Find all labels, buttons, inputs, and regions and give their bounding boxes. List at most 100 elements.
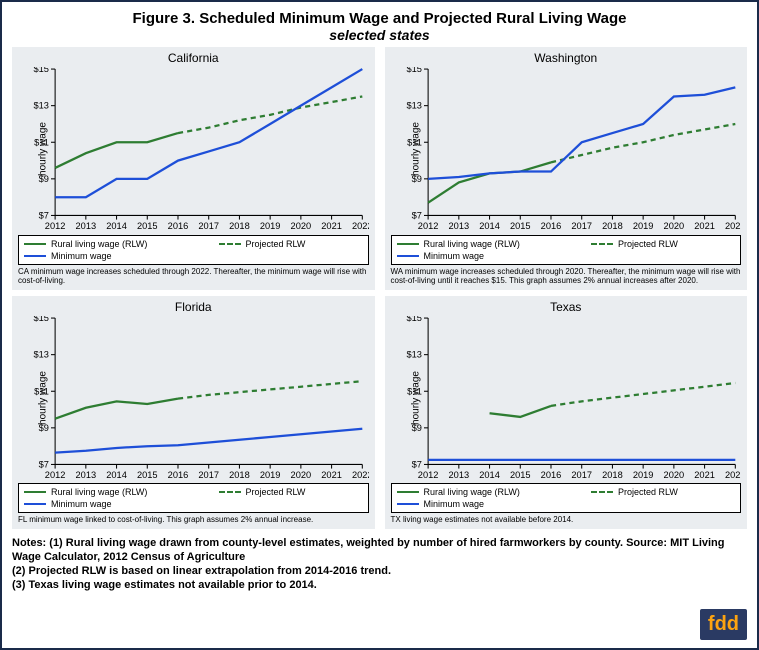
note-line: Notes: (1) Rural living wage drawn from … <box>12 537 747 565</box>
chart-wrap: hourly wage$7$9$11$13$152012201320142015… <box>391 316 742 481</box>
chart-grid: California hourly wage$7$9$11$13$15201220… <box>12 47 747 529</box>
svg-text:2015: 2015 <box>509 221 530 231</box>
chart-svg: $7$9$11$13$15201220132014201520162017201… <box>391 316 742 481</box>
legend-label: Minimum wage <box>51 251 112 261</box>
panel-title: Florida <box>18 300 369 314</box>
svg-text:2018: 2018 <box>602 221 623 231</box>
y-axis-label: hourly wage <box>410 123 421 177</box>
y-axis-label: hourly wage <box>410 371 421 425</box>
legend-label: Projected RLW <box>246 239 306 249</box>
svg-text:$15: $15 <box>406 316 421 323</box>
svg-text:2022: 2022 <box>352 469 369 479</box>
svg-text:2022: 2022 <box>724 221 741 231</box>
svg-text:$13: $13 <box>33 101 48 111</box>
chart-wrap: hourly wage$7$9$11$13$152012201320142015… <box>18 67 369 232</box>
panel-florida: Floridahourly wage$7$9$11$13$15201220132… <box>12 296 375 530</box>
svg-text:2020: 2020 <box>291 469 312 479</box>
svg-text:$15: $15 <box>406 67 421 74</box>
legend-proj: Projected RLW <box>219 239 363 249</box>
legend-swatch <box>397 491 419 493</box>
svg-text:2018: 2018 <box>602 469 623 479</box>
svg-text:$7: $7 <box>39 211 49 221</box>
svg-text:2012: 2012 <box>417 221 438 231</box>
svg-text:$13: $13 <box>33 349 48 359</box>
svg-text:2014: 2014 <box>106 221 127 231</box>
legend-proj: Projected RLW <box>591 487 735 497</box>
svg-text:2014: 2014 <box>479 221 500 231</box>
svg-text:2015: 2015 <box>509 469 530 479</box>
legend-label: Rural living wage (RLW) <box>51 487 147 497</box>
svg-text:2019: 2019 <box>632 469 653 479</box>
svg-text:2016: 2016 <box>540 469 561 479</box>
svg-text:2018: 2018 <box>229 469 250 479</box>
svg-text:2017: 2017 <box>198 469 219 479</box>
legend-swatch <box>397 243 419 245</box>
legend-swatch <box>24 243 46 245</box>
legend-swatch <box>397 503 419 505</box>
svg-text:$7: $7 <box>39 459 49 469</box>
svg-text:2016: 2016 <box>540 221 561 231</box>
legend-label: Projected RLW <box>246 487 306 497</box>
svg-text:2020: 2020 <box>663 221 684 231</box>
svg-text:2012: 2012 <box>417 469 438 479</box>
svg-text:2018: 2018 <box>229 221 250 231</box>
panel-texas: Texashourly wage$7$9$11$13$1520122013201… <box>385 296 748 530</box>
svg-text:2016: 2016 <box>168 469 189 479</box>
panel-title: California <box>18 51 369 65</box>
svg-text:2013: 2013 <box>76 221 97 231</box>
svg-text:2015: 2015 <box>137 221 158 231</box>
svg-text:2021: 2021 <box>694 221 715 231</box>
legend-rlw: Rural living wage (RLW) <box>24 487 205 497</box>
svg-text:2014: 2014 <box>479 469 500 479</box>
panel-caption: WA minimum wage increases scheduled thro… <box>391 268 742 286</box>
series-projected-rlw <box>550 124 734 162</box>
svg-text:2021: 2021 <box>321 221 342 231</box>
legend-minwage: Minimum wage <box>397 499 578 509</box>
legend: Rural living wage (RLW) Projected RLW Mini… <box>18 235 369 265</box>
legend-label: Minimum wage <box>424 251 485 261</box>
svg-text:2014: 2014 <box>106 469 127 479</box>
chart-wrap: hourly wage$7$9$11$13$152012201320142015… <box>18 316 369 481</box>
svg-text:$13: $13 <box>406 101 421 111</box>
legend-proj: Projected RLW <box>591 239 735 249</box>
note-line: (2) Projected RLW is based on linear ext… <box>12 565 747 579</box>
chart-wrap: hourly wage$7$9$11$13$152012201320142015… <box>391 67 742 232</box>
svg-text:2012: 2012 <box>45 221 66 231</box>
svg-text:2019: 2019 <box>260 469 281 479</box>
svg-text:2017: 2017 <box>198 221 219 231</box>
svg-text:$15: $15 <box>33 316 48 323</box>
svg-text:2019: 2019 <box>632 221 653 231</box>
svg-text:2020: 2020 <box>291 221 312 231</box>
chart-svg: $7$9$11$13$15201220132014201520162017201… <box>18 67 369 232</box>
series-rlw <box>55 398 178 418</box>
series-projected-rlw <box>550 383 734 406</box>
legend-label: Projected RLW <box>618 239 678 249</box>
figure-title-block: Figure 3. Scheduled Minimum Wage and Pro… <box>12 10 747 43</box>
legend-swatch <box>591 243 613 245</box>
legend-swatch <box>219 491 241 493</box>
legend-rlw: Rural living wage (RLW) <box>397 487 578 497</box>
svg-text:2017: 2017 <box>571 221 592 231</box>
legend-label: Minimum wage <box>51 499 112 509</box>
svg-text:$7: $7 <box>411 459 421 469</box>
series-rlw <box>55 133 178 168</box>
svg-text:2017: 2017 <box>571 469 592 479</box>
series-rlw <box>489 405 550 416</box>
legend-label: Rural living wage (RLW) <box>424 239 520 249</box>
series-minwage <box>55 69 362 197</box>
legend-swatch <box>24 491 46 493</box>
panel-caption: TX living wage estimates not available b… <box>391 516 742 525</box>
svg-text:$7: $7 <box>411 211 421 221</box>
note-line: (3) Texas living wage estimates not avai… <box>12 579 747 593</box>
legend-rlw: Rural living wage (RLW) <box>24 239 205 249</box>
panel-caption: FL minimum wage linked to cost-of-living… <box>18 516 369 525</box>
panel-california: California hourly wage$7$9$11$13$15201220… <box>12 47 375 290</box>
series-rlw <box>428 162 551 202</box>
fdd-logo: fdd <box>700 609 747 640</box>
svg-text:2015: 2015 <box>137 469 158 479</box>
y-axis-label: hourly wage <box>37 123 48 177</box>
svg-text:2012: 2012 <box>45 469 66 479</box>
y-axis-label: hourly wage <box>37 371 48 425</box>
legend-proj: Projected RLW <box>219 487 363 497</box>
figure-subtitle: selected states <box>12 27 747 43</box>
